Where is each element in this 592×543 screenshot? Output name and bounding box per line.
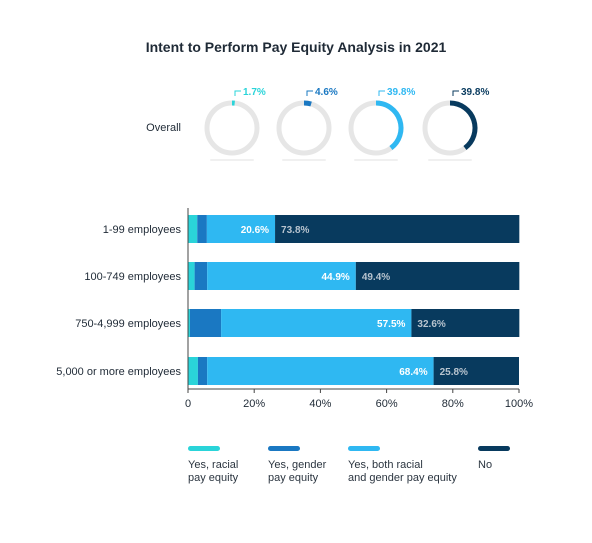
donut-track (276, 100, 332, 156)
bar-value-label: 49.4% (362, 272, 390, 283)
legend-swatch (478, 446, 510, 451)
bar-segment (188, 215, 198, 243)
donut-arc (375, 100, 404, 151)
donut-value-label: 39.8% (387, 87, 415, 98)
bar-value-label: 32.6% (417, 319, 445, 330)
legend-label: No (478, 459, 493, 471)
bar-segment (188, 357, 198, 385)
bar-value-label: 20.6% (241, 225, 269, 236)
x-tick-label: 80% (442, 398, 464, 410)
x-tick-label: 0 (185, 398, 191, 410)
overall-donut: 39.8% (348, 87, 415, 161)
bar-segment (188, 262, 195, 290)
legend-swatch (268, 446, 300, 451)
donut-shadow (428, 159, 472, 161)
bar-segment (221, 309, 412, 337)
chart-title: Intent to Perform Pay Equity Analysis in… (146, 39, 447, 55)
category-label: 1-99 employees (103, 224, 182, 236)
donut-shadow (282, 159, 326, 161)
bar-area: 1-99 employees 20.6% 73.8% 100-749 employee… (56, 215, 520, 385)
bar-segment (206, 215, 276, 243)
bar-value-label: 73.8% (281, 225, 309, 236)
bar-segment (411, 309, 520, 337)
x-tick-label: 40% (309, 398, 331, 410)
donut-leader (452, 90, 459, 96)
legend: Yes, racial pay equity Yes, gender pay eq… (0, 446, 592, 506)
bar-segment (355, 262, 520, 290)
bar-value-label: 57.5% (377, 319, 405, 330)
x-tick-label: 60% (376, 398, 398, 410)
donut-arc (449, 100, 478, 151)
donut-value-label: 4.6% (315, 87, 338, 98)
legend-item: No (478, 446, 510, 472)
legend-item: Yes, gender pay equity (268, 446, 326, 485)
bar-value-label: 44.9% (321, 272, 349, 283)
legend-swatch (348, 446, 380, 451)
overall-donut: 39.8% (422, 87, 489, 161)
donut-arc (303, 100, 312, 107)
legend-label: Yes, racial pay equity (188, 459, 239, 484)
donut-leader (378, 90, 385, 96)
donut-shadow (354, 159, 398, 161)
legend-label: Yes, both racial and gender pay equity (348, 459, 457, 484)
legend-item: Yes, racial pay equity (188, 446, 238, 485)
bar-segment (207, 262, 356, 290)
donut-track (204, 100, 260, 156)
bar-segment (275, 215, 520, 243)
overall-label: Overall (146, 122, 181, 134)
legend-label: Yes, gender pay equity (268, 459, 327, 484)
x-tick-label: 20% (243, 398, 265, 410)
bar-segment (197, 215, 207, 243)
bar-segment (194, 262, 208, 290)
donut-shadow (210, 159, 254, 161)
category-label: 100-749 employees (84, 271, 181, 283)
bar-segment (207, 357, 434, 385)
bar-segment (189, 309, 222, 337)
overall-donut: 1.7% (204, 87, 266, 161)
bar-value-label: 68.4% (399, 367, 427, 378)
legend-item: Yes, both racial and gender pay equity (348, 446, 457, 485)
donut-value-label: 1.7% (243, 87, 266, 98)
bar-value-label: 25.8% (440, 367, 468, 378)
category-label: 5,000 or more employees (56, 366, 181, 378)
bar-segment (197, 357, 208, 385)
donut-leader (234, 90, 241, 96)
category-label: 750-4,999 employees (75, 318, 181, 330)
donut-leader (306, 90, 313, 96)
bar-segment (188, 309, 190, 337)
legend-swatch (188, 446, 220, 451)
x-axis: 0 20% 40% 60% 80% 100% (185, 208, 533, 410)
overall-donuts: 1.7% 4.6% 39.8% 39.8% (204, 87, 489, 161)
x-tick-label: 100% (505, 398, 533, 410)
overall-donut: 4.6% (276, 87, 338, 161)
donut-value-label: 39.8% (461, 87, 489, 98)
bar-segment (433, 357, 519, 385)
